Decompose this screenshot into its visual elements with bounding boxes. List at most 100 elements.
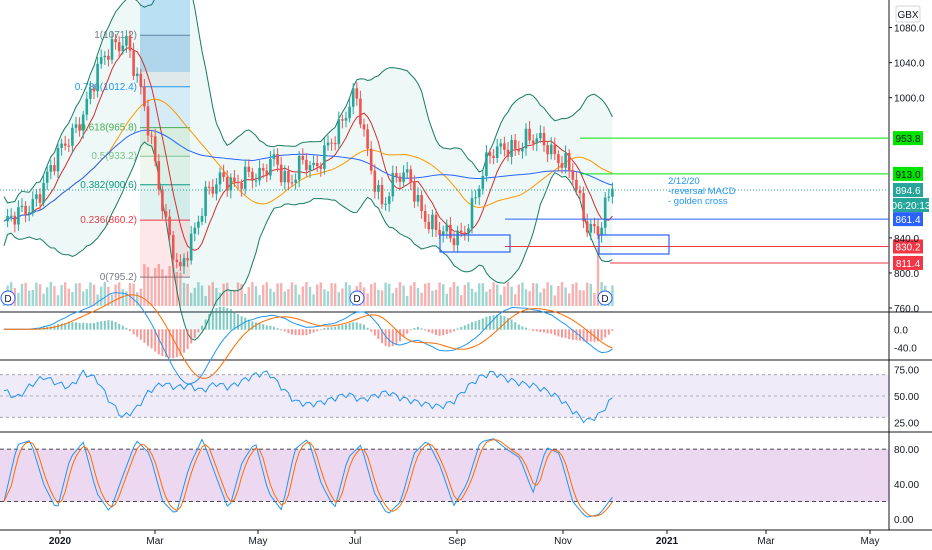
macd-tick-label: 0.0 — [894, 325, 908, 336]
candle-body — [423, 210, 427, 222]
candle-body — [416, 195, 420, 202]
volume-bar — [254, 286, 258, 306]
volume-bar — [103, 282, 106, 306]
bollinger-upper — [3, 0, 613, 204]
time-tick-label: Mar — [146, 536, 164, 547]
candle-body — [366, 129, 369, 149]
candle-body — [585, 221, 589, 233]
volume-bar — [247, 287, 250, 306]
dividend-marker-label: D — [4, 294, 11, 305]
macd-histogram-bar — [528, 329, 531, 330]
dividend-marker — [0, 290, 16, 306]
candle-body — [510, 140, 513, 157]
volume-bar — [463, 284, 466, 306]
candle-body — [182, 258, 186, 267]
candle-body — [589, 224, 593, 233]
volume-bar — [330, 283, 333, 306]
candle-body — [344, 118, 348, 121]
currency-button[interactable]: GBX — [895, 5, 921, 23]
volume-bar — [154, 268, 157, 306]
volume-bar — [514, 294, 517, 306]
candle-body — [312, 162, 315, 166]
candle-body — [434, 214, 438, 230]
macd-histogram-bar — [467, 323, 470, 330]
macd-histogram-bar — [593, 329, 596, 342]
macd-histogram-bar — [571, 329, 574, 340]
price-tick-label: 760.0 — [894, 304, 919, 315]
volume-bar — [611, 285, 614, 306]
candle-body — [521, 148, 524, 152]
candle-body — [395, 173, 398, 177]
macd-histogram-bar — [427, 329, 430, 333]
annotation-note[interactable]: 2/12/20 -reversal MACD - golden cross — [668, 176, 736, 207]
macd-histogram-bar — [301, 329, 304, 336]
volume-bar — [380, 290, 384, 306]
level-tag — [893, 255, 923, 270]
macd-histogram-bar — [287, 329, 290, 334]
candle-body — [150, 135, 153, 137]
candle-body — [179, 261, 182, 267]
volume-bar — [398, 282, 402, 306]
macd-histogram-bar — [255, 322, 257, 330]
candle-body — [110, 39, 114, 60]
candle-body — [272, 154, 276, 159]
macd-histogram-bar — [568, 329, 571, 340]
macd-histogram-bar — [586, 329, 589, 342]
volume-bar — [211, 282, 214, 306]
volume-bar — [406, 295, 409, 306]
macd-histogram-bar — [539, 329, 542, 332]
macd-histogram-bar — [143, 329, 146, 343]
macd-histogram-bar — [557, 329, 560, 337]
candle-body — [132, 50, 135, 77]
macd-histogram-bar — [273, 326, 275, 330]
candle-body — [578, 190, 582, 194]
volume-bar — [290, 282, 294, 306]
candle-body — [560, 163, 564, 168]
volume-bar — [92, 284, 96, 306]
volume-bar — [409, 285, 412, 306]
candle-body — [459, 230, 463, 233]
candle-body — [474, 197, 477, 199]
macd-histogram-bar — [111, 320, 113, 330]
macd-histogram-bar — [175, 329, 178, 357]
candle-body — [9, 215, 13, 217]
candle-body — [146, 106, 150, 136]
macd-pane — [3, 292, 614, 385]
volume-bar — [582, 290, 585, 306]
volume-bar — [287, 289, 290, 306]
macd-histogram-bar — [193, 329, 196, 339]
candle-body — [549, 144, 553, 155]
macd-histogram-bar — [510, 319, 513, 330]
candle-body — [60, 143, 63, 148]
macd-histogram-bar — [323, 327, 326, 330]
annotation-line-3: - golden cross — [668, 196, 728, 207]
candle-body — [168, 216, 171, 236]
volume-bar — [301, 286, 304, 306]
volume-bar — [431, 290, 434, 306]
macd-histogram-bar — [607, 329, 610, 335]
candle-body — [513, 140, 517, 149]
macd-histogram-bar — [352, 322, 355, 330]
volume-bar — [179, 272, 182, 306]
volume-bar — [294, 284, 297, 306]
annotation-line-1: 2/12/20 — [668, 176, 700, 187]
macd-histogram-bar — [449, 329, 452, 333]
macd-histogram-bar — [471, 322, 473, 330]
currency-label: GBX — [897, 10, 918, 21]
candle-body — [215, 184, 218, 194]
volume-bar — [215, 287, 218, 306]
candle-body — [81, 114, 85, 131]
macd-histogram-bar — [114, 321, 117, 330]
macd-histogram-bar — [575, 329, 578, 341]
candle-body — [488, 152, 492, 156]
volume-bar — [46, 287, 49, 306]
price-tick-label: 1080.0 — [894, 24, 925, 35]
candle-body — [38, 194, 42, 203]
macd-histogram-bar — [431, 329, 434, 334]
macd-histogram-bar — [265, 325, 268, 330]
volume-bar — [596, 247, 600, 306]
macd-histogram-bar — [345, 324, 347, 330]
macd-histogram-bar — [157, 329, 160, 355]
